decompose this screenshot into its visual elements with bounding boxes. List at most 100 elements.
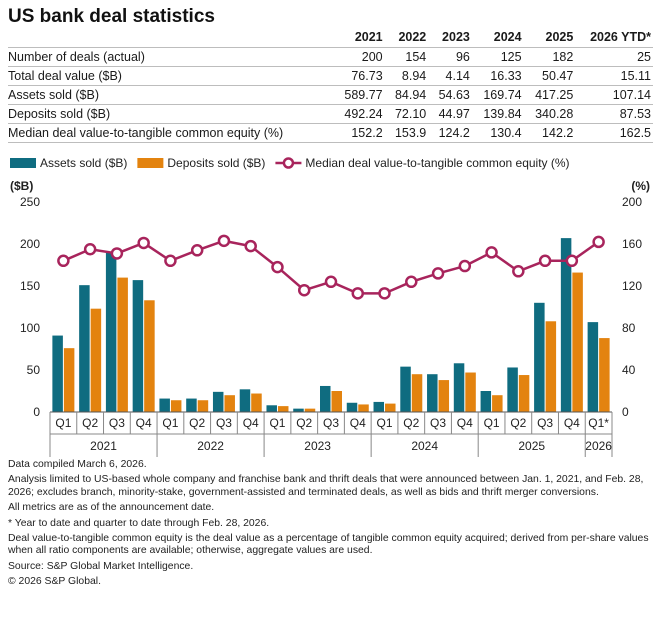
assets-bar-11 <box>320 385 331 412</box>
left-axis-unit: ($B) <box>10 179 33 193</box>
deposits-bar-9 <box>277 406 289 412</box>
table-row: Assets sold ($B) 589.77 84.94 54.63 169.… <box>8 85 653 105</box>
assets-bar-15 <box>427 374 438 412</box>
assets-bar-9 <box>266 405 277 412</box>
table-header-corner <box>8 28 337 48</box>
year-label: 2024 <box>411 439 438 453</box>
row-label: Deposits sold ($B) <box>8 104 337 124</box>
page-title: US bank deal statistics <box>8 6 215 27</box>
median-ratio-point-1 <box>57 254 70 268</box>
deposits-bar-12 <box>358 404 369 412</box>
median-ratio-point-17 <box>485 246 498 259</box>
quarter-label: Q1 <box>55 416 71 430</box>
median-ratio-point-6 <box>190 244 204 257</box>
quarter-label: Q1* <box>588 416 609 430</box>
deposits-bar-4 <box>144 300 155 412</box>
deposits-bar-18 <box>518 375 530 412</box>
quarter-label: Q4 <box>243 416 259 430</box>
table-cell: 417.25 <box>527 85 580 105</box>
deal-stats-table: 2021 2022 2023 2024 2025 2026 YTD* Numbe… <box>8 28 653 143</box>
assets-bar-21 <box>587 322 599 412</box>
footnotes: Data compiled March 6, 2026. Analysis li… <box>8 459 653 592</box>
table-row: Median deal value-to-tangible common equ… <box>8 123 653 143</box>
assets-bar-4 <box>132 280 144 412</box>
right-tick-label: 200 <box>622 195 642 209</box>
table-header-cell: 2024 <box>493 30 522 44</box>
median-ratio-point-18 <box>512 265 525 278</box>
table-cell: 182 <box>527 47 580 67</box>
footnote: Analysis limited to US-based whole compa… <box>8 474 644 498</box>
table-cell: 54.63 <box>432 85 476 105</box>
left-tick-label: 50 <box>27 363 41 377</box>
assets-bar-17 <box>480 391 492 412</box>
table-row: Deposits sold ($B) 492.24 72.10 44.97 13… <box>8 104 653 124</box>
table-cell: 200 <box>336 47 389 67</box>
deposits-bar-15 <box>438 380 450 412</box>
right-tick-label: 160 <box>622 237 642 251</box>
deposits-bar-19 <box>545 321 557 412</box>
table-header-cell: 2021 <box>354 30 383 44</box>
quarter-label: Q4 <box>564 416 580 430</box>
quarter-label: Q2 <box>82 416 98 430</box>
right-tick-label: 80 <box>622 321 636 335</box>
quarter-label: Q1 <box>484 416 500 430</box>
deposits-bar-3 <box>117 277 128 412</box>
right-tick-label: 40 <box>622 363 636 377</box>
right-axis-unit: (%) <box>631 179 650 193</box>
legend-label: Median deal value-to-tangible common equ… <box>305 156 569 170</box>
legend-label: Deposits sold ($B) <box>167 156 265 170</box>
deposits-bar-2 <box>90 308 102 412</box>
table-cell: 153.9 <box>388 123 433 143</box>
table-cell: 76.73 <box>336 66 389 86</box>
median-ratio-point-16 <box>458 259 472 273</box>
right-tick-label: 120 <box>622 279 642 293</box>
footnote: © 2026 S&P Global. <box>8 576 101 588</box>
table-row: Total deal value ($B) 76.73 8.94 4.14 16… <box>8 66 653 86</box>
left-tick-label: 150 <box>20 279 40 293</box>
deposits-bar-6 <box>197 400 209 412</box>
median-ratio-point-19 <box>538 254 552 268</box>
deposits-bar-1 <box>63 348 75 412</box>
table-header-cell: 2025 <box>545 30 574 44</box>
deposits-bar-7 <box>224 395 235 412</box>
table-cell: 44.97 <box>432 104 476 124</box>
left-tick-label: 250 <box>20 195 40 209</box>
median-ratio-point-5 <box>164 254 177 268</box>
deposits-bar-13 <box>385 403 396 412</box>
row-label: Number of deals (actual) <box>8 47 337 67</box>
assets-bar-7 <box>212 391 224 412</box>
deposits-bar-20 <box>572 272 583 412</box>
table-cell: 130.4 <box>475 123 528 143</box>
footnote: Data compiled March 6, 2026. <box>8 459 147 470</box>
table-cell: 87.53 <box>579 104 653 124</box>
row-label: Assets sold ($B) <box>8 85 337 105</box>
year-label: 2026 <box>585 439 612 453</box>
left-tick-label: 0 <box>33 405 40 419</box>
quarter-label: Q4 <box>457 416 473 430</box>
deposits-bar-14 <box>411 374 423 412</box>
quarter-label: Q2 <box>189 416 205 430</box>
assets-bar-20 <box>560 238 572 412</box>
table-cell: 96 <box>432 47 476 67</box>
median-ratio-point-15 <box>431 267 445 280</box>
median-ratio-point-7 <box>217 234 231 248</box>
assets-bar-12 <box>346 402 358 412</box>
assets-bar-5 <box>159 398 170 412</box>
table-cell: 72.10 <box>388 104 433 124</box>
left-tick-label: 200 <box>20 237 40 251</box>
median-ratio-point-3 <box>110 247 124 260</box>
assets-bar-6 <box>186 398 197 412</box>
median-ratio-point-13 <box>378 287 391 300</box>
quarter-label: Q2 <box>403 416 419 430</box>
year-label: 2025 <box>518 439 545 453</box>
deposits-bar-17 <box>492 395 503 412</box>
quarter-label: Q3 <box>537 416 553 430</box>
table-cell: 589.77 <box>336 85 389 105</box>
table-cell: 142.2 <box>527 123 580 143</box>
row-label: Total deal value ($B) <box>8 66 337 86</box>
table-header-cell: 2023 <box>442 30 470 44</box>
quarter-label: Q1 <box>162 416 178 430</box>
median-ratio-point-4 <box>137 236 150 250</box>
table-cell: 125 <box>475 47 528 67</box>
median-ratio-point-20 <box>565 254 579 268</box>
